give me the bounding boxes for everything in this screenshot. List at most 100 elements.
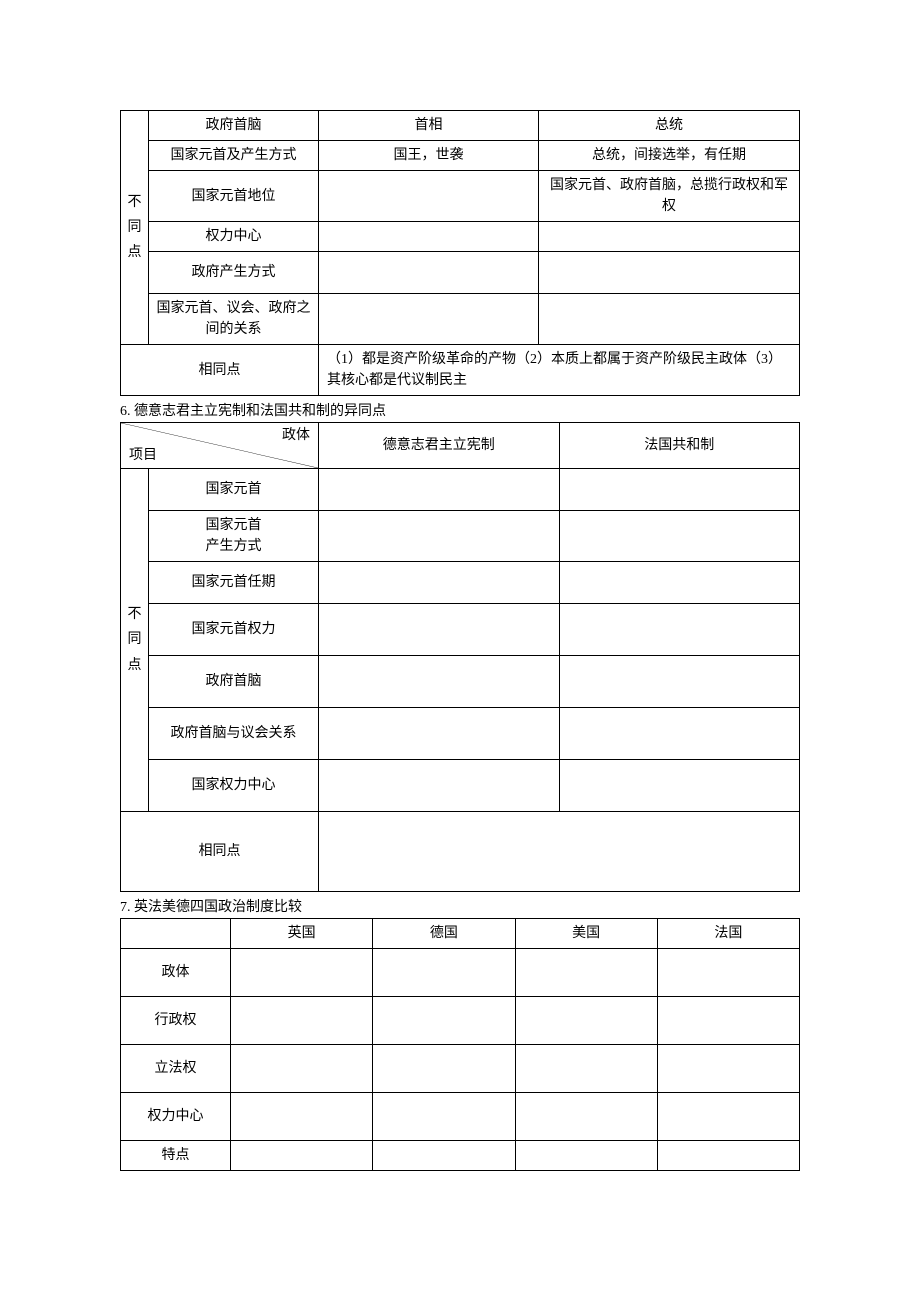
cell [559, 604, 800, 656]
table-row: 权力中心 [121, 1093, 800, 1141]
cell [515, 1141, 657, 1171]
cell [319, 708, 560, 760]
cell [559, 708, 800, 760]
same-label: 相同点 [121, 345, 319, 396]
cell [319, 604, 560, 656]
cell [231, 1045, 373, 1093]
table-row: 特点 [121, 1141, 800, 1171]
diag-top-label: 政体 [282, 425, 310, 446]
table-row: 不同点 政府首脑 首相 总统 [121, 111, 800, 141]
cell [657, 949, 799, 997]
cell [559, 656, 800, 708]
table-row: 立法权 [121, 1045, 800, 1093]
cell [319, 222, 539, 252]
table-row: 政府首脑 [121, 656, 800, 708]
cell [319, 294, 539, 345]
row-label: 政府产生方式 [149, 252, 319, 294]
cell [373, 1141, 515, 1171]
side-label-diff: 不同点 [121, 111, 149, 345]
table-comparison-2: 政体 项目 德意志君主立宪制 法国共和制 不同点 国家元首 国家元首 产生方式 … [120, 422, 800, 892]
section-6-title: 6. 德意志君主立宪制和法国共和制的异同点 [120, 396, 800, 422]
cell [373, 1045, 515, 1093]
row-label: 国家权力中心 [149, 760, 319, 812]
cell [319, 252, 539, 294]
table-row: 国家元首地位 国家元首、政府首脑，总揽行政权和军权 [121, 171, 800, 222]
cell [539, 294, 800, 345]
row-label: 国家元首 [149, 469, 319, 511]
table-row: 国家权力中心 [121, 760, 800, 812]
diag-bottom-label: 项目 [129, 445, 157, 466]
table-row: 国家元首 产生方式 [121, 511, 800, 562]
cell [319, 562, 560, 604]
col-header: 美国 [515, 919, 657, 949]
cell [319, 171, 539, 222]
table-row: 国家元首任期 [121, 562, 800, 604]
table-row-same: 相同点 （1）都是资产阶级革命的产物（2）本质上都属于资产阶级民主政体（3）其核… [121, 345, 800, 396]
row-label: 国家元首任期 [149, 562, 319, 604]
row-label: 政府首脑 [149, 111, 319, 141]
row-label: 政体 [121, 949, 231, 997]
cell: 总统，间接选举，有任期 [539, 141, 800, 171]
diagonal-header: 政体 项目 [121, 423, 319, 469]
row-label: 国家元首及产生方式 [149, 141, 319, 171]
table-row: 权力中心 [121, 222, 800, 252]
cell [515, 1093, 657, 1141]
cell [657, 1045, 799, 1093]
cell: 国王，世袭 [319, 141, 539, 171]
col-header: 德国 [373, 919, 515, 949]
table-row: 国家元首及产生方式 国王，世袭 总统，间接选举，有任期 [121, 141, 800, 171]
row-label: 立法权 [121, 1045, 231, 1093]
table-row: 政府产生方式 [121, 252, 800, 294]
row-label: 行政权 [121, 997, 231, 1045]
row-label: 权力中心 [121, 1093, 231, 1141]
table-header-row: 政体 项目 德意志君主立宪制 法国共和制 [121, 423, 800, 469]
cell [559, 511, 800, 562]
side-label-diff: 不同点 [121, 469, 149, 812]
cell [539, 222, 800, 252]
row-label: 国家元首、议会、政府之间的关系 [149, 294, 319, 345]
row-label: 政府首脑与议会关系 [149, 708, 319, 760]
col-header: 英国 [231, 919, 373, 949]
row-label: 权力中心 [149, 222, 319, 252]
cell [231, 949, 373, 997]
table-row: 国家元首、议会、政府之间的关系 [121, 294, 800, 345]
cell [657, 1141, 799, 1171]
col-header: 法国共和制 [559, 423, 800, 469]
cell [319, 511, 560, 562]
same-content [319, 812, 800, 892]
cell [539, 252, 800, 294]
cell [319, 760, 560, 812]
table-row-same: 相同点 [121, 812, 800, 892]
same-label: 相同点 [121, 812, 319, 892]
same-content: （1）都是资产阶级革命的产物（2）本质上都属于资产阶级民主政体（3）其核心都是代… [319, 345, 800, 396]
table-comparison-1: 不同点 政府首脑 首相 总统 国家元首及产生方式 国王，世袭 总统，间接选举，有… [120, 110, 800, 396]
row-label: 国家元首地位 [149, 171, 319, 222]
col-header: 德意志君主立宪制 [319, 423, 560, 469]
table-row: 不同点 国家元首 [121, 469, 800, 511]
cell [231, 1093, 373, 1141]
row-label: 国家元首权力 [149, 604, 319, 656]
row-label: 政府首脑 [149, 656, 319, 708]
cell [515, 949, 657, 997]
cell: 首相 [319, 111, 539, 141]
section-7-title: 7. 英法美德四国政治制度比较 [120, 892, 800, 918]
cell: 总统 [539, 111, 800, 141]
cell [559, 760, 800, 812]
cell [319, 469, 560, 511]
cell [657, 997, 799, 1045]
cell [515, 997, 657, 1045]
col-header: 法国 [657, 919, 799, 949]
table-row: 政府首脑与议会关系 [121, 708, 800, 760]
cell [657, 1093, 799, 1141]
cell: 国家元首、政府首脑，总揽行政权和军权 [539, 171, 800, 222]
table-header-row: 英国 德国 美国 法国 [121, 919, 800, 949]
cell [559, 469, 800, 511]
col-header [121, 919, 231, 949]
table-row: 国家元首权力 [121, 604, 800, 656]
row-label: 特点 [121, 1141, 231, 1171]
cell [515, 1045, 657, 1093]
cell [319, 656, 560, 708]
row-label: 国家元首 产生方式 [149, 511, 319, 562]
cell [373, 997, 515, 1045]
table-row: 政体 [121, 949, 800, 997]
